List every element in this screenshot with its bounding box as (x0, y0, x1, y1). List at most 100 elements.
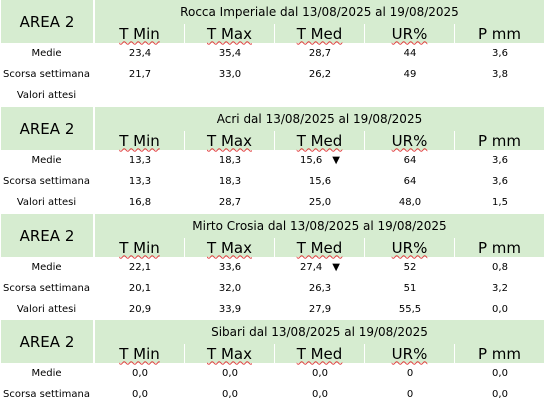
column-header: T Min (95, 24, 184, 43)
column-header-label: T Min (119, 344, 160, 363)
table-cell: 0,0 (455, 384, 545, 405)
column-header-label: P mm (477, 131, 522, 150)
column-header: UR% (365, 238, 454, 257)
table-cell: 3,6 (455, 150, 545, 171)
table-cell: 20,9 (95, 299, 185, 320)
table-cell: 26,2 (275, 64, 365, 85)
cell-value: 0,0 (312, 368, 328, 379)
table-cell: 0,0 (275, 384, 365, 405)
table-cell (365, 85, 455, 106)
cell-value: 15,6 (300, 155, 323, 166)
table-cell: 28,7 (275, 43, 365, 64)
column-header: T Med (275, 24, 364, 43)
column-header-label: T Min (119, 238, 160, 257)
cell-value: 64 (403, 176, 417, 187)
row-label: Scorsa settimana (3, 283, 90, 294)
table-cell: 22,1 (95, 257, 185, 278)
table-cell: 18,3 (185, 171, 275, 192)
table-cell: 64 (365, 150, 455, 171)
cell-value: 0,8 (492, 262, 508, 273)
table-cell: 3,2 (455, 278, 545, 299)
column-header: UR% (365, 344, 454, 363)
cell-value: 27,4 (300, 262, 323, 273)
row-label: Scorsa settimana (3, 69, 90, 80)
cell-value: 0,0 (312, 389, 328, 400)
column-header: T Max (185, 24, 274, 43)
column-header: T Med (275, 131, 364, 150)
row-label: Valori attesi (16, 90, 77, 101)
cell-value: 0,0 (132, 368, 148, 379)
table-cell: 3,6 (455, 171, 545, 192)
table-cell: 26,3 (275, 278, 365, 299)
cell-value: 0 (406, 389, 414, 400)
row-label: Medie (31, 368, 62, 379)
table-cell: 0,0 (185, 363, 275, 384)
cell-value: 20,1 (128, 283, 152, 294)
column-header-label: UR% (391, 344, 428, 363)
table-cell: 0 (365, 363, 455, 384)
cell-value: 0,0 (132, 389, 148, 400)
table-cell: 49 (365, 64, 455, 85)
station-title: Acri dal 13/08/2025 al 19/08/2025 (95, 107, 544, 131)
table-cell: 1,5 (455, 192, 545, 213)
table-cell: 0,0 (95, 384, 185, 405)
cell-value: 0,0 (492, 389, 508, 400)
cell-value: 13,3 (128, 155, 152, 166)
column-header: T Min (95, 238, 184, 257)
table-cell: 51 (365, 278, 455, 299)
cell-value: 22,1 (128, 262, 152, 273)
column-header-label: UR% (391, 24, 428, 43)
cell-value: 28,7 (218, 197, 242, 208)
cell-value: 3,6 (492, 155, 508, 166)
cell-value: 3,6 (492, 48, 508, 59)
table-cell: 27,4 ▼ (275, 257, 365, 278)
table-cell: 44 (365, 43, 455, 64)
column-header-label: T Min (119, 131, 160, 150)
cell-value: 18,3 (218, 176, 242, 187)
cell-value: 27,9 (308, 304, 332, 315)
table-cell (185, 85, 275, 106)
cell-value: 64 (403, 155, 417, 166)
cell-value: 33,0 (218, 69, 242, 80)
station-title: Mirto Crosia dal 13/08/2025 al 19/08/202… (95, 214, 544, 238)
cell-value: 44 (403, 48, 417, 59)
table-cell: 64 (365, 171, 455, 192)
table-cell: 0,0 (95, 363, 185, 384)
table-cell: 15,6 (275, 171, 365, 192)
cell-value: 33,6 (218, 262, 242, 273)
cell-value: 20,9 (128, 304, 152, 315)
cell-value: 0,0 (222, 389, 238, 400)
down-arrow-icon: ▼ (332, 262, 340, 273)
cell-value: 18,3 (218, 155, 242, 166)
column-header: T Med (275, 344, 364, 363)
cell-value: 35,4 (218, 48, 242, 59)
cell-value: 16,8 (128, 197, 152, 208)
station-title: Rocca Imperiale dal 13/08/2025 al 19/08/… (95, 0, 544, 24)
column-header-label: P mm (477, 238, 522, 257)
cell-value: 3,8 (492, 69, 508, 80)
column-header-label: T Max (207, 131, 252, 150)
table-cell: 55,5 (365, 299, 455, 320)
area-label: AREA 2 (1, 107, 93, 150)
table-cell: 32,0 (185, 278, 275, 299)
table-cell: 0,0 (455, 299, 545, 320)
table-cell: 18,3 (185, 150, 275, 171)
column-header: P mm (455, 344, 544, 363)
cell-value: 15,6 (308, 176, 332, 187)
cell-value: 0 (406, 368, 414, 379)
column-header-label: P mm (477, 344, 522, 363)
table-cell: 16,8 (95, 192, 185, 213)
row-label: Scorsa settimana (3, 389, 90, 400)
column-header: P mm (455, 131, 544, 150)
table-cell: 33,6 (185, 257, 275, 278)
column-header-label: T Max (207, 344, 252, 363)
cell-value: 0,0 (222, 368, 238, 379)
column-header: T Max (185, 131, 274, 150)
row-label: Medie (31, 48, 62, 59)
cell-value: 0,0 (492, 304, 508, 315)
table-cell: 48,0 (365, 192, 455, 213)
column-header: T Max (185, 344, 274, 363)
table-cell: 33,9 (185, 299, 275, 320)
cell-value: 55,5 (398, 304, 422, 315)
